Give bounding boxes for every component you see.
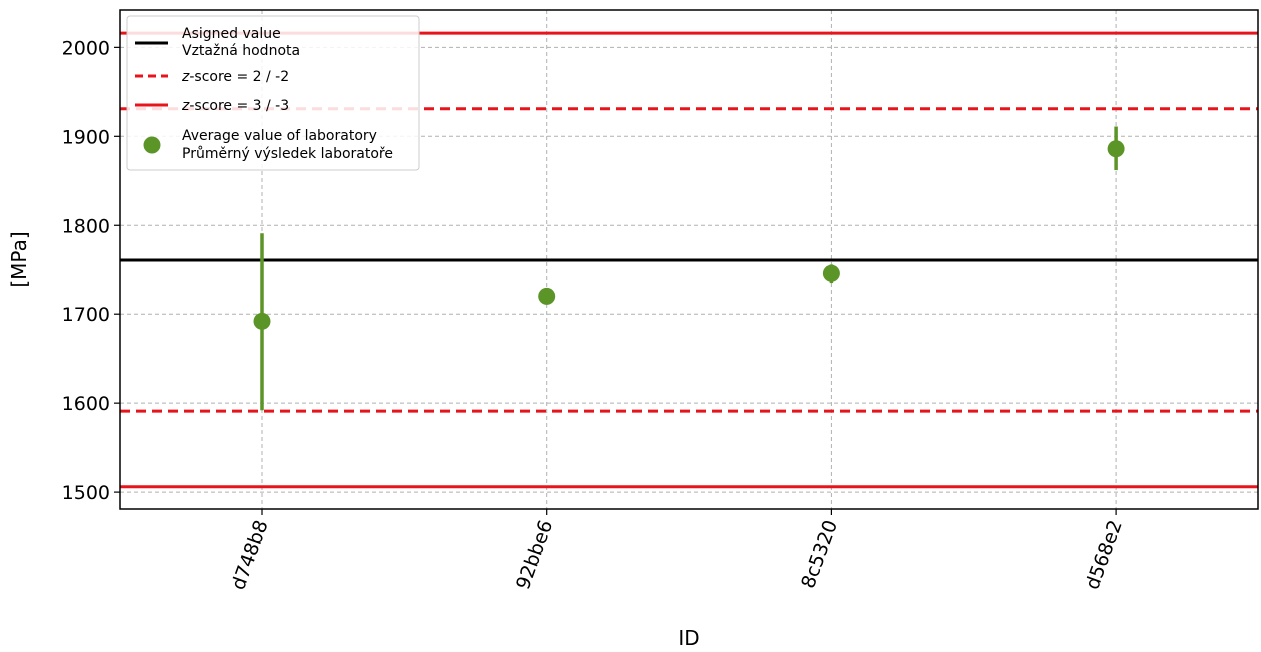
x-axis-label: ID	[678, 626, 699, 650]
data-point	[538, 287, 556, 305]
legend-assigned-label-1: Asigned value	[182, 26, 281, 42]
y-tick-label: 1800	[62, 215, 110, 237]
data-point	[1107, 140, 1125, 158]
y-ticks: 1500 1600 1700 1800 1900 2000	[62, 37, 120, 504]
data-points	[253, 126, 1125, 411]
x-tick-label: d748b8	[227, 517, 272, 593]
legend: Asigned value Vztažná hodnota z-score = …	[126, 15, 420, 171]
legend-z3-label: z-score = 3 / -3	[181, 98, 289, 114]
y-axis-label: [MPa]	[7, 231, 31, 287]
legend-z3-prefix: z	[181, 98, 190, 114]
data-point	[253, 312, 271, 330]
legend-z2-label: z-score = 2 / -2	[181, 69, 289, 85]
legend-average-label-1: Average value of laboratory	[182, 128, 377, 144]
data-point	[822, 264, 840, 282]
legend-assigned-label-2: Vztažná hodnota	[182, 43, 300, 59]
y-tick-label: 1500	[62, 482, 110, 504]
legend-average-label-2: Průměrný výsledek laboratoře	[182, 146, 393, 162]
legend-z2-suffix: -score = 2 / -2	[189, 69, 289, 85]
legend-z2-prefix: z	[181, 69, 190, 85]
x-tick-label: 8c5320	[797, 517, 842, 591]
y-tick-label: 1700	[62, 304, 110, 326]
x-tick-label: d568e2	[1081, 517, 1126, 592]
legend-box	[126, 15, 420, 171]
x-ticks: d748b8 92bbe6 8c5320 d568e2	[227, 509, 1127, 593]
y-tick-label: 1900	[62, 126, 110, 148]
plot-frame	[119, 9, 1259, 510]
y-tick-label: 1600	[62, 393, 110, 415]
y-tick-label: 2000	[62, 37, 110, 59]
x-tick-label: 92bbe6	[512, 517, 557, 592]
legend-z3-suffix: -score = 3 / -3	[189, 98, 289, 114]
legend-swatch-average	[143, 136, 161, 154]
